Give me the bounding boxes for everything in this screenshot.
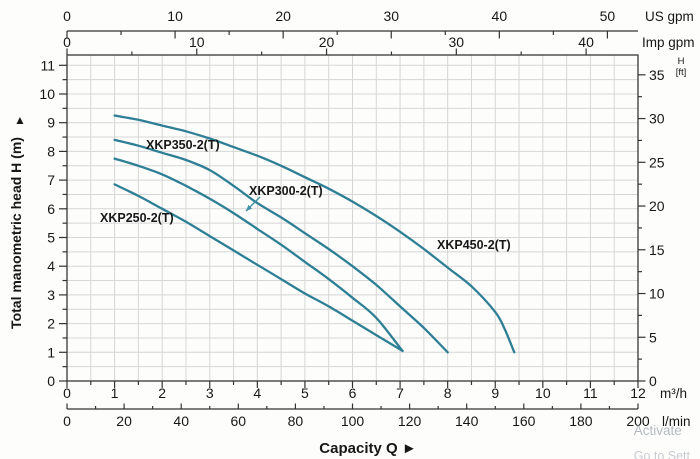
tick-label-lmin: 60 [231,413,247,429]
axis-unit-head-ft-h: H [678,56,685,67]
tick-label-head-ft: 5 [649,329,657,345]
axis-unit-head-ft-ft: [ft] [676,67,687,78]
tick-label-m3h: 7 [396,385,404,401]
tick-label-m3h: 9 [491,385,499,401]
tick-label-m3h: 3 [206,385,214,401]
tick-label-lmin: 0 [63,413,71,429]
tick-label-us-gpm: 40 [492,8,508,24]
tick-label-head-m: 10 [39,86,55,102]
tick-label-head-m: 9 [47,115,55,131]
tick-label-us-gpm: 0 [63,8,71,24]
pump-curves [113,114,516,354]
x-axis-title: Capacity Q ► [319,440,416,457]
tick-label-m3h: 10 [535,385,551,401]
tick-label-m3h: 5 [301,385,309,401]
label-pointer-arrow-head [246,204,253,211]
tick-label-head-m: 2 [47,316,55,332]
tick-label-m3h: 0 [63,385,71,401]
tick-label-head-m: 4 [47,258,55,274]
tick-label-m3h: 4 [253,385,261,401]
tick-label-head-m: 8 [47,143,55,159]
grid-lines [67,55,638,381]
tick-label-us-gpm: 20 [275,8,291,24]
axis-imp-gpm: 0 10 20 30 40 Imp gpm [63,34,695,55]
axis-unit-us-gpm: US gpm [645,9,694,24]
tick-label-head-ft: 30 [649,111,665,127]
curve-xkp2502t [113,183,404,353]
tick-label-imp-gpm: 30 [449,34,465,50]
axis-us-gpm: 0 10 20 30 40 50 US gpm [63,8,694,39]
tick-label-m3h: 6 [349,385,357,401]
tick-label-head-m: 7 [47,172,55,188]
tick-label-lmin: 200 [626,413,650,429]
tick-label-lmin: 100 [341,413,365,429]
axis-unit-imp-gpm: Imp gpm [642,35,695,50]
tick-label-head-ft: 15 [649,242,665,258]
tick-label-head-m: 3 [47,287,55,303]
tick-label-head-ft: 0 [649,373,657,389]
tick-label-m3h: 12 [630,385,646,401]
tick-label-lmin: 40 [173,413,189,429]
axis-lmin: 0 20 40 60 80 100 120 140 160 180 200 l/min [63,403,691,429]
tick-label-lmin: 20 [116,413,132,429]
tick-label-lmin: 180 [569,413,593,429]
tick-label-head-ft: 20 [649,198,665,214]
curve-label: XKP450-2(T) [437,238,511,252]
curve-label: XKP250-2(T) [100,211,174,225]
y-axis-title-arrow: ▲ [14,113,26,127]
tick-label-us-gpm: 30 [383,8,399,24]
tick-label-lmin: 120 [398,413,422,429]
tick-label-head-m: 5 [47,230,55,246]
curve-xkp4502t [113,114,516,354]
tick-label-head-ft: 10 [649,286,665,302]
axis-head-ft: 0 5 10 15 20 25 30 35 H[ft] [638,56,686,389]
tick-label-imp-gpm: 40 [578,34,594,50]
tick-label-lmin: 160 [512,413,536,429]
tick-label-imp-gpm: 0 [63,34,71,50]
tick-label-m3h: 11 [583,385,598,401]
tick-label-m3h: 2 [158,385,166,401]
tick-label-us-gpm: 10 [167,8,183,24]
axis-head-m: 0 1 2 3 4 5 6 7 8 9 10 11 [39,57,67,389]
tick-label-m3h: 1 [111,385,119,401]
y-axis-title: Total manometric head H (m) [8,137,24,329]
tick-label-imp-gpm: 10 [189,34,205,50]
axis-unit-lmin: l/min [662,414,691,429]
tick-label-head-ft: 35 [649,67,665,83]
tick-label-imp-gpm: 20 [319,34,335,50]
curve-xkp3502t [113,138,449,354]
tick-label-lmin: 140 [455,413,479,429]
curve-xkp3002t [113,157,404,353]
tick-label-us-gpm: 50 [600,8,616,24]
tick-label-head-ft: 25 [649,154,665,170]
curve-label: XKP350-2(T) [146,138,220,152]
axis-m3h: 0 1 2 3 4 5 6 7 8 9 10 11 12 m³/h [63,381,687,401]
tick-label-lmin: 80 [288,413,304,429]
tick-label-head-m: 0 [47,373,55,389]
tick-label-m3h: 8 [444,385,452,401]
tick-label-head-m: 1 [47,344,55,360]
tick-label-head-m: 11 [40,57,55,73]
tick-label-head-m: 6 [47,201,55,217]
curve-label: XKP300-2(T) [249,184,323,198]
axis-unit-m3h: m³/h [660,386,687,401]
